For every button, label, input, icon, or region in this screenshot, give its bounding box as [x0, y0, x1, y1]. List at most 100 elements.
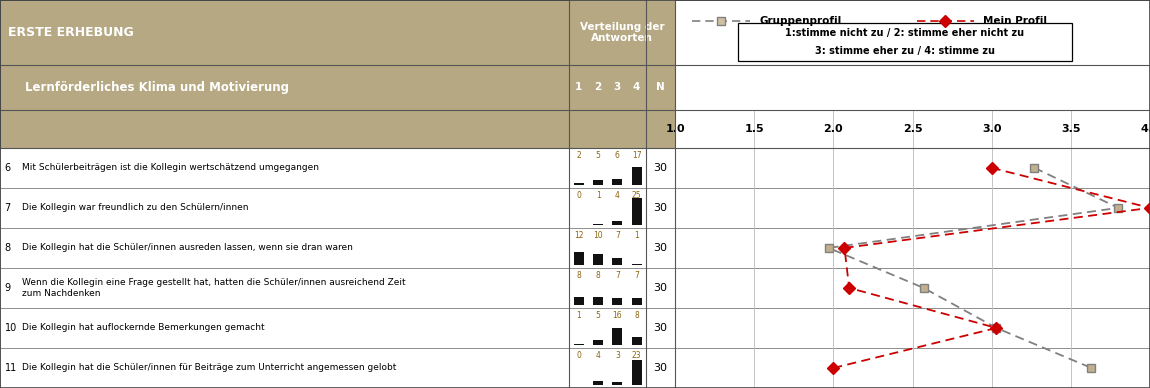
Text: 2.0: 2.0 — [823, 124, 843, 134]
Text: 30: 30 — [653, 283, 668, 293]
Bar — [574, 296, 584, 305]
Text: 30: 30 — [653, 243, 668, 253]
Text: 30: 30 — [653, 163, 668, 173]
Text: Die Kollegin hat die Schüler/innen für Beiträge zum Unterricht angemessen gelobt: Die Kollegin hat die Schüler/innen für B… — [22, 364, 397, 372]
Bar — [631, 336, 642, 345]
Text: 6: 6 — [5, 163, 10, 173]
Text: 8: 8 — [576, 271, 581, 280]
Bar — [593, 340, 603, 345]
Text: 30: 30 — [653, 363, 668, 373]
Bar — [574, 252, 584, 265]
Bar — [0, 110, 569, 148]
Text: 16: 16 — [613, 311, 622, 320]
Text: N: N — [657, 83, 665, 92]
Bar — [675, 65, 1150, 110]
Text: Wenn die Kollegin eine Frage gestellt hat, hatten die Schüler/innen ausreichend : Wenn die Kollegin eine Frage gestellt ha… — [22, 278, 406, 298]
Bar — [675, 148, 1150, 188]
Bar — [646, 228, 675, 268]
Bar — [613, 328, 622, 345]
Text: 4.0: 4.0 — [1140, 124, 1150, 134]
Text: 4: 4 — [615, 191, 620, 199]
Text: 6: 6 — [615, 151, 620, 159]
Text: 9: 9 — [5, 283, 10, 293]
Text: 3: 3 — [614, 83, 621, 92]
Bar — [646, 148, 675, 188]
Text: 8: 8 — [596, 271, 600, 280]
Text: 1.5: 1.5 — [744, 124, 764, 134]
Bar — [569, 188, 646, 228]
Text: 5: 5 — [596, 311, 600, 320]
Text: 10: 10 — [593, 230, 603, 240]
Bar — [0, 268, 569, 308]
Bar — [593, 180, 603, 185]
Text: Verteilung der
Antworten: Verteilung der Antworten — [580, 22, 665, 43]
Text: 1: 1 — [596, 191, 600, 199]
Text: 0: 0 — [576, 191, 581, 199]
Text: 0: 0 — [576, 351, 581, 360]
Bar — [569, 148, 646, 188]
Text: 2: 2 — [576, 151, 581, 159]
Bar — [0, 148, 569, 188]
Text: 10: 10 — [5, 323, 17, 333]
Bar — [593, 254, 603, 265]
Bar — [569, 348, 646, 388]
Text: 25: 25 — [631, 191, 642, 199]
Text: 5: 5 — [596, 151, 600, 159]
Bar — [631, 264, 642, 265]
Bar — [631, 360, 642, 385]
Bar — [569, 65, 646, 110]
Text: 30: 30 — [653, 323, 668, 333]
Bar — [675, 268, 1150, 308]
Bar — [569, 308, 646, 348]
Bar — [631, 298, 642, 305]
Bar — [675, 348, 1150, 388]
Bar — [675, 0, 1150, 65]
Bar — [593, 224, 603, 225]
Text: 17: 17 — [631, 151, 642, 159]
Text: 1: 1 — [575, 83, 583, 92]
Text: 3: stimme eher zu / 4: stimme zu: 3: stimme eher zu / 4: stimme zu — [815, 46, 995, 56]
Bar — [569, 0, 675, 65]
Bar — [675, 228, 1150, 268]
Bar — [613, 298, 622, 305]
Bar — [0, 188, 569, 228]
Bar — [569, 268, 646, 308]
Bar — [613, 178, 622, 185]
Bar — [675, 308, 1150, 348]
Text: 1.0: 1.0 — [665, 124, 685, 134]
Text: 7: 7 — [635, 271, 639, 280]
Text: 7: 7 — [5, 203, 10, 213]
Text: 1:stimme nicht zu / 2: stimme eher nicht zu: 1:stimme nicht zu / 2: stimme eher nicht… — [785, 28, 1025, 38]
Text: 3: 3 — [615, 351, 620, 360]
Bar — [738, 23, 1072, 61]
Bar — [646, 110, 675, 148]
Text: Die Kollegin war freundlich zu den Schülern/innen: Die Kollegin war freundlich zu den Schül… — [22, 203, 248, 212]
Text: Mit Schülerbeiträgen ist die Kollegin wertschätzend umgegangen: Mit Schülerbeiträgen ist die Kollegin we… — [22, 163, 319, 172]
Text: 1: 1 — [635, 230, 639, 240]
Bar — [0, 228, 569, 268]
Bar — [675, 188, 1150, 228]
Text: ERSTE ERHEBUNG: ERSTE ERHEBUNG — [8, 26, 133, 39]
Bar — [646, 65, 675, 110]
Bar — [574, 183, 584, 185]
Text: 30: 30 — [653, 203, 668, 213]
Bar — [613, 382, 622, 385]
Bar — [0, 308, 569, 348]
Bar — [675, 110, 1150, 148]
Text: Mein Profil: Mein Profil — [983, 16, 1048, 26]
Bar — [631, 198, 642, 225]
Bar — [574, 344, 584, 345]
Bar — [646, 268, 675, 308]
Bar — [646, 188, 675, 228]
Text: Die Kollegin hat auflockernde Bemerkungen gemacht: Die Kollegin hat auflockernde Bemerkunge… — [22, 324, 265, 333]
Text: 1: 1 — [576, 311, 581, 320]
Bar — [569, 110, 646, 148]
Bar — [613, 258, 622, 265]
Text: 7: 7 — [615, 271, 620, 280]
Bar — [593, 381, 603, 385]
Text: 2.5: 2.5 — [903, 124, 922, 134]
Text: 8: 8 — [5, 243, 10, 253]
Bar — [0, 348, 569, 388]
Bar — [0, 65, 569, 110]
Bar — [569, 228, 646, 268]
